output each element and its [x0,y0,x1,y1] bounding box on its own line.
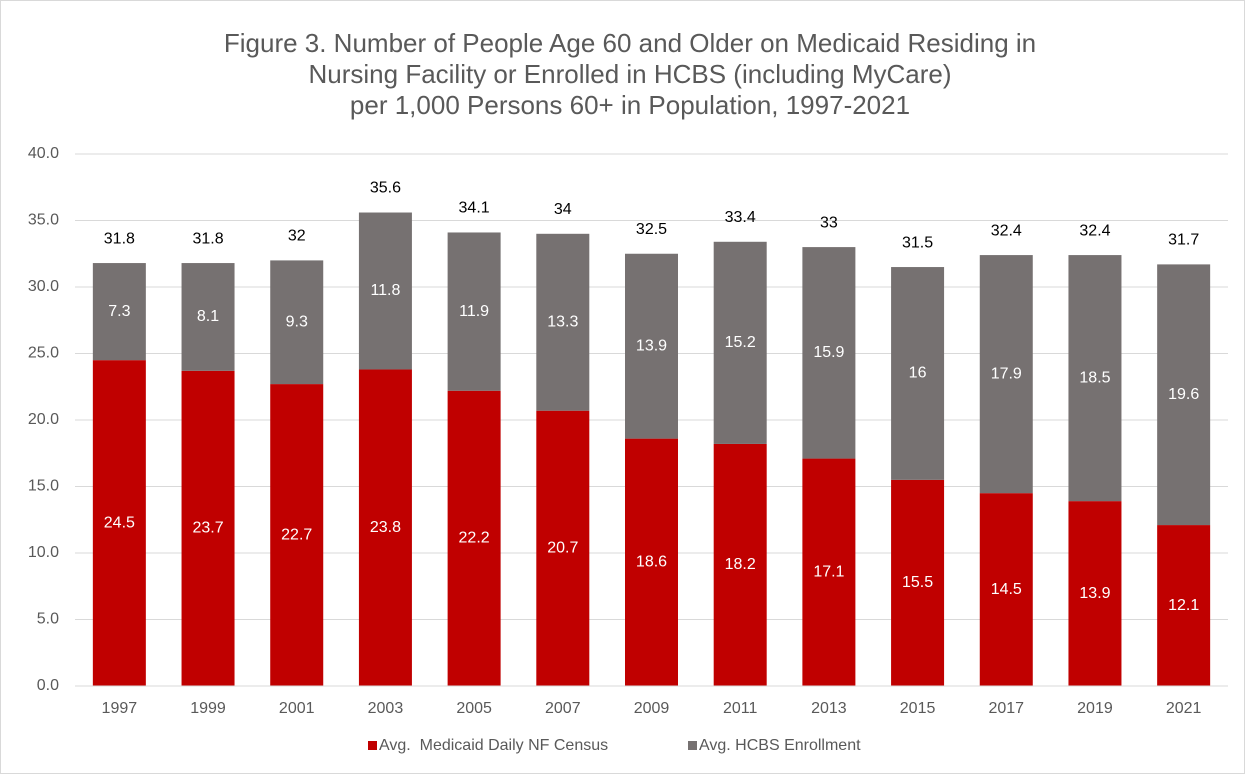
data-label: 15.2 [725,334,756,351]
total-label: 32.5 [636,221,667,238]
bar-segment [536,410,590,686]
total-label: 34.1 [459,200,490,217]
bar-segment [1068,255,1122,502]
y-tick-label: 15.0 [28,478,59,495]
legend-swatch [688,741,697,750]
data-label: 14.5 [991,581,1022,598]
data-label: 17.9 [991,365,1022,382]
data-label: 17.1 [813,564,844,581]
total-label: 33.4 [725,209,756,226]
x-tick-label: 2011 [723,700,758,717]
y-tick-label: 20.0 [28,411,59,428]
x-tick-label: 2019 [1077,700,1113,717]
data-label: 18.6 [636,554,667,571]
chart-title: Nursing Facility or Enrolled in HCBS (in… [309,59,952,89]
bar-segment [92,263,146,361]
bar-segment [625,253,678,439]
total-label: 32.4 [1079,222,1110,239]
y-tick-label: 25.0 [28,345,59,362]
bar-segment [270,260,324,385]
bar-segment [181,263,235,371]
x-tick-label: 2005 [456,700,492,717]
data-label: 16 [909,365,927,382]
legend-label: Avg. Medicaid Daily NF Census [379,737,608,754]
x-tick-label: 1999 [190,700,226,717]
total-label: 34 [554,201,572,218]
bar-segment [1157,264,1211,526]
data-label: 18.2 [725,556,756,573]
total-label: 32 [288,228,306,245]
bar-segment [891,267,945,480]
data-label: 12.1 [1168,597,1199,614]
total-label: 35.6 [370,180,401,197]
bar-segment [358,212,412,370]
bar-segment [270,384,324,686]
total-label: 31.7 [1168,232,1199,249]
data-label: 8.1 [197,308,219,325]
data-label: 22.7 [281,526,312,543]
data-label: 23.8 [370,519,401,536]
total-label: 31.8 [104,230,135,247]
data-label: 24.5 [104,514,135,531]
x-tick-label: 2007 [545,700,581,717]
y-tick-label: 35.0 [28,212,59,229]
data-label: 20.7 [547,540,578,557]
bar-segment [447,390,501,686]
total-label: 33 [820,214,838,231]
data-label: 11.9 [459,303,489,320]
data-label: 11.8 [370,282,400,299]
bar-segment [625,438,678,686]
y-tick-label: 30.0 [28,278,59,295]
legend-label: Avg. HCBS Enrollment [699,737,861,754]
bar-segment [1068,501,1122,686]
bar-segment [802,247,856,459]
data-label: 15.9 [813,344,844,361]
data-label: 13.9 [636,337,667,354]
bar-segment [713,443,767,686]
chart-title: per 1,000 Persons 60+ in Population, 199… [350,90,910,120]
bar-segment [979,255,1033,494]
legend-swatch [368,741,377,750]
x-tick-label: 2017 [988,700,1024,717]
bar-segment [536,233,590,411]
data-label: 18.5 [1079,369,1110,386]
bar-segment [713,241,767,444]
data-label: 23.7 [192,520,223,537]
y-tick-label: 10.0 [28,544,59,561]
y-tick-label: 40.0 [28,145,59,162]
bar-segment [979,493,1033,686]
data-label: 15.5 [902,574,933,591]
bar-segment [181,370,235,686]
bar-segment [1157,525,1211,686]
data-label: 7.3 [108,303,130,320]
bar-segment [802,458,856,686]
chart-title: Figure 3. Number of People Age 60 and Ol… [224,28,1036,58]
bar-segment [447,232,501,391]
x-tick-label: 2013 [811,700,847,717]
data-label: 9.3 [286,313,308,330]
x-tick-label: 2003 [368,700,404,717]
total-label: 31.8 [192,230,223,247]
bar-segment [358,369,412,686]
y-tick-label: 5.0 [37,611,59,628]
bar-segment [92,360,146,686]
bar-segment [891,479,945,686]
data-label: 13.9 [1079,585,1110,602]
x-tick-label: 2001 [279,700,315,717]
x-tick-label: 1997 [102,700,138,717]
x-tick-label: 2015 [900,700,936,717]
data-label: 13.3 [547,313,578,330]
x-tick-label: 2009 [634,700,670,717]
data-label: 19.6 [1168,386,1199,403]
total-label: 31.5 [902,234,933,251]
y-tick-label: 0.0 [37,677,59,694]
x-tick-label: 2021 [1166,700,1202,717]
data-label: 22.2 [459,530,490,547]
total-label: 32.4 [991,222,1022,239]
